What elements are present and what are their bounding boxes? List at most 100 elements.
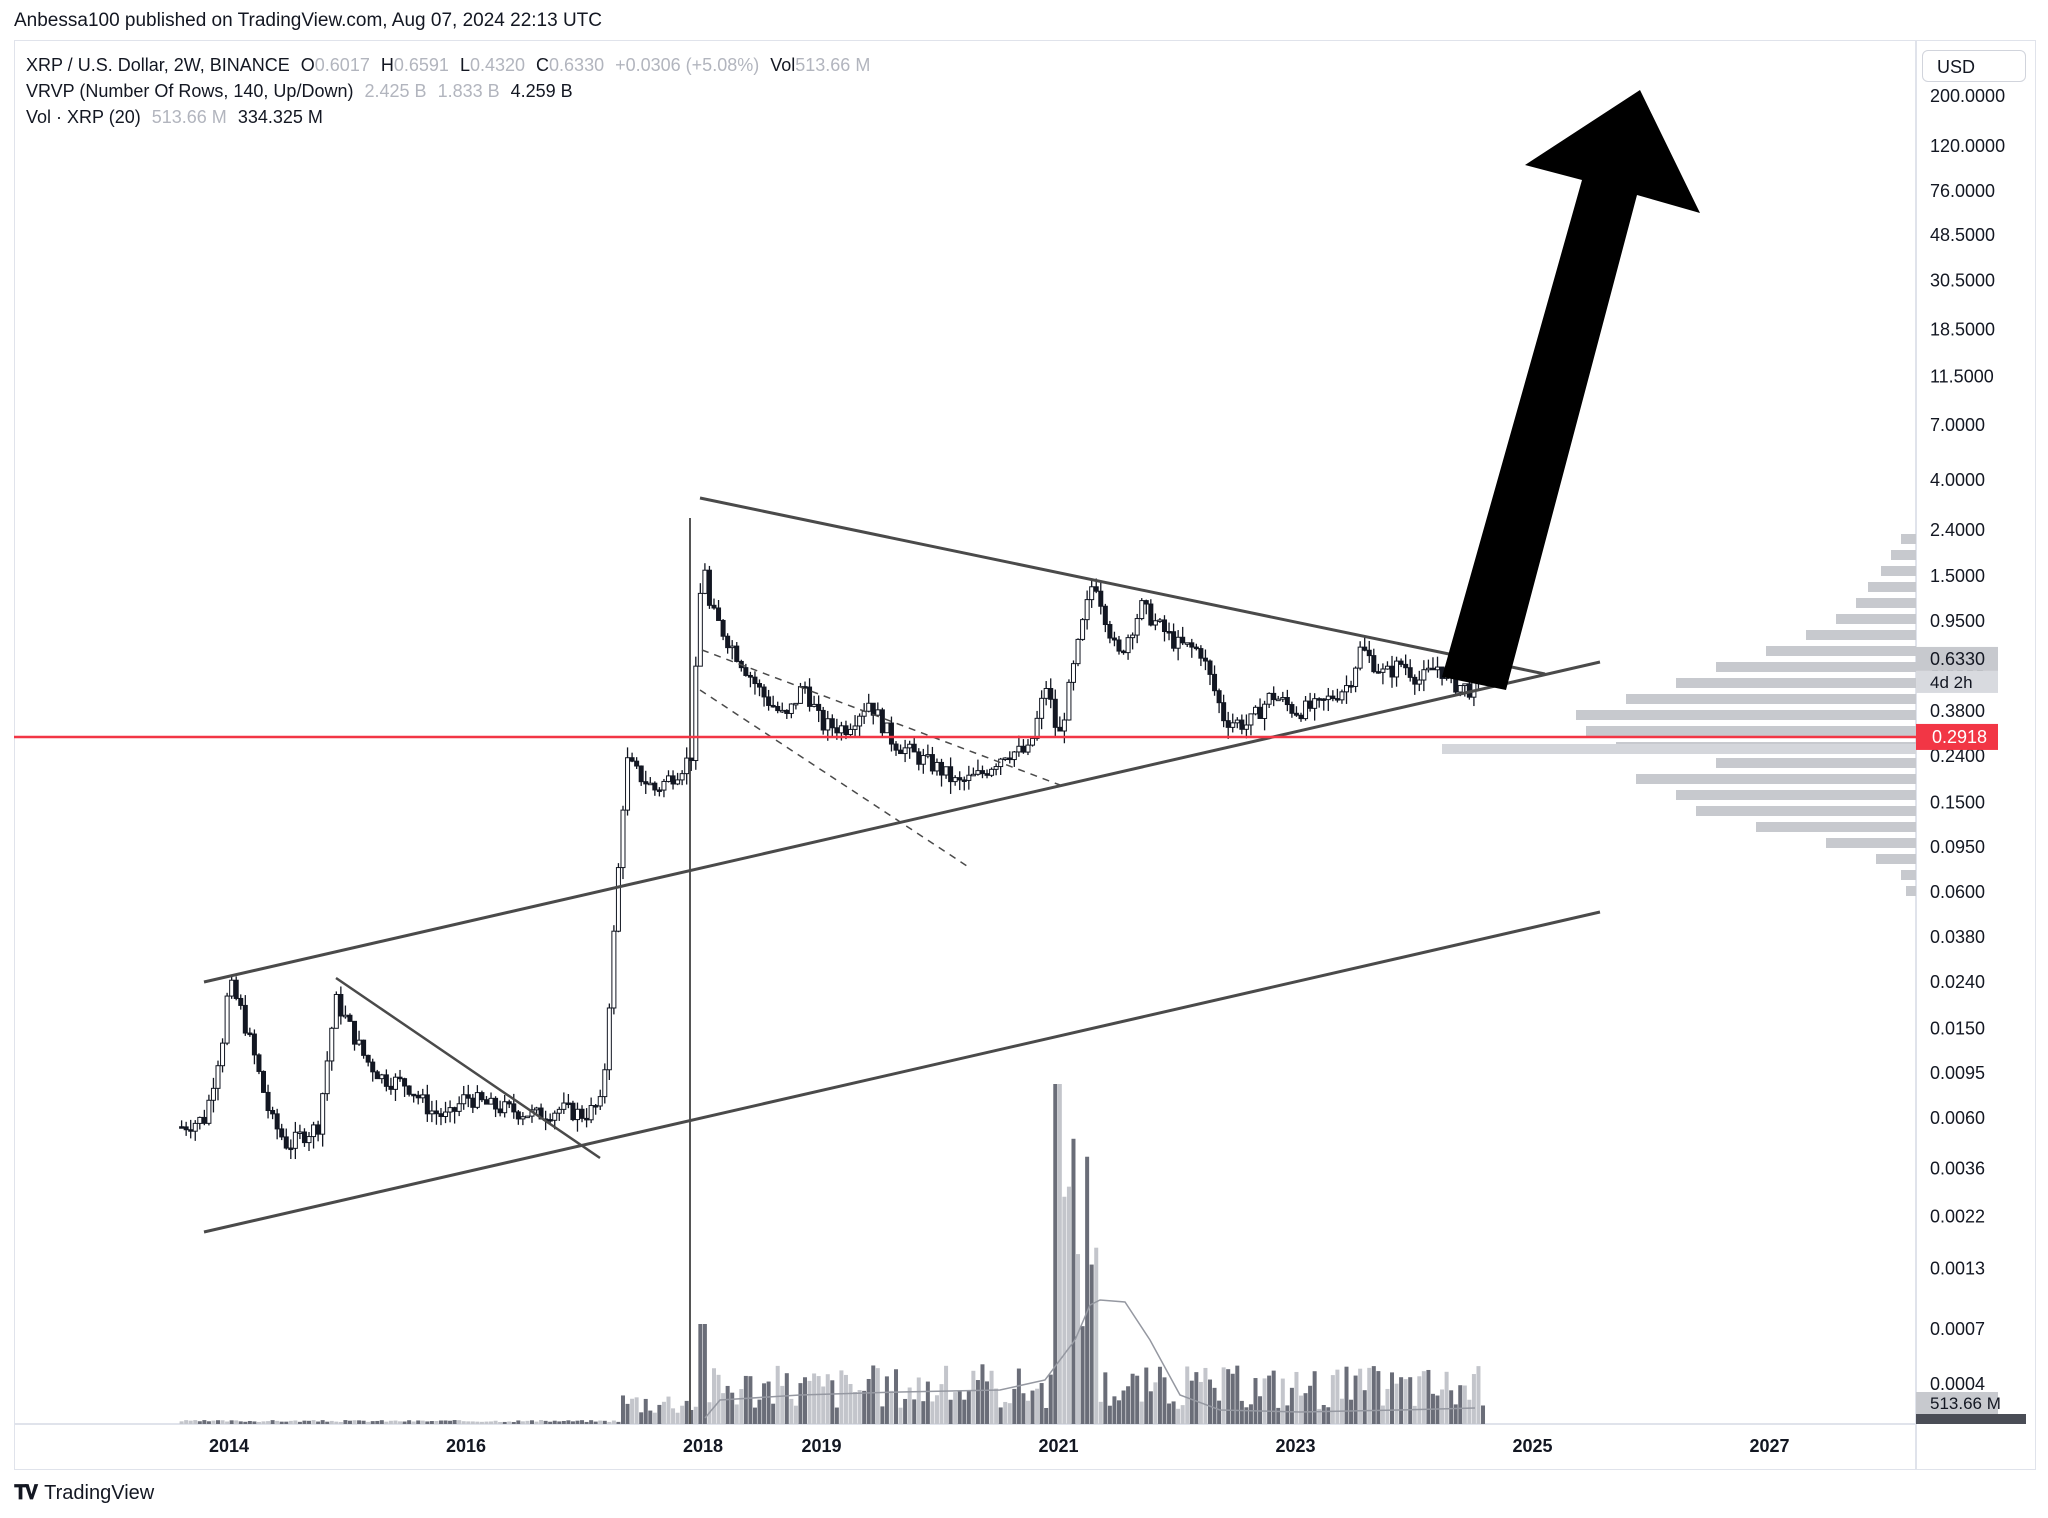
- volume-profile-row: [1716, 758, 1916, 768]
- volume-indicator-value: 513.66 M: [151, 107, 227, 127]
- vrvp-indicator-name[interactable]: VRVP (Number Of Rows, 140, Up/Down): [26, 81, 354, 101]
- volume-legend-row[interactable]: Vol · XRP (20) 513.66 M 334.325 M: [26, 104, 870, 130]
- candle-down: [397, 1076, 403, 1080]
- volume-bar: [1016, 1368, 1021, 1424]
- candle-up: [1125, 637, 1131, 654]
- volume-bar: [261, 1421, 266, 1424]
- volume-bar: [466, 1421, 471, 1424]
- volume-bar: [438, 1420, 443, 1424]
- candle-up: [1243, 724, 1249, 730]
- volume-bar: [288, 1420, 293, 1424]
- candle-down: [716, 607, 722, 621]
- volume-bar: [602, 1420, 607, 1424]
- volume-profile-row: [1676, 790, 1916, 800]
- candle-up: [975, 770, 981, 775]
- symbol-name[interactable]: XRP / U.S. Dollar, 2W, BINANCE: [26, 55, 290, 75]
- volume-bar: [366, 1421, 371, 1424]
- time-tick-label: 2021: [1038, 1436, 1078, 1456]
- candle-up: [447, 1107, 453, 1113]
- volume-ma-value: 334.325 M: [237, 107, 323, 127]
- candle-up: [192, 1122, 198, 1132]
- volume-profile-row: [1881, 566, 1916, 576]
- time-tick-label: 2025: [1512, 1436, 1552, 1456]
- volume-bar: [1481, 1405, 1486, 1424]
- volume-bar: [516, 1420, 521, 1424]
- candle-down: [643, 781, 649, 785]
- candle-down: [383, 1074, 389, 1087]
- candle-up: [1230, 722, 1236, 728]
- volume-bar: [443, 1420, 448, 1424]
- vrvp-legend-row[interactable]: VRVP (Number Of Rows, 140, Up/Down) 2.42…: [26, 78, 870, 104]
- symbol-legend-row[interactable]: XRP / U.S. Dollar, 2W, BINANCE O0.6017 H…: [26, 52, 870, 78]
- triangle-upper-line: [699, 496, 1546, 676]
- volume-bar: [566, 1420, 571, 1424]
- volume-bar: [1217, 1400, 1222, 1424]
- tradingview-logo-icon: 𝐓𝐕: [14, 1482, 38, 1504]
- volume-bar: [871, 1365, 876, 1424]
- volume-bar: [1139, 1401, 1144, 1424]
- volume-bar: [1094, 1247, 1099, 1424]
- volume-bar: [1303, 1393, 1308, 1424]
- volume-bar: [402, 1421, 407, 1424]
- price-tick-label: 0.0150: [1930, 1018, 1985, 1038]
- chart-pane[interactable]: [14, 40, 2036, 1470]
- volume-bar: [270, 1420, 275, 1424]
- volume-bar: [1203, 1367, 1208, 1424]
- volume-bar: [734, 1404, 739, 1424]
- volume-bar: [975, 1380, 980, 1424]
- volume-bar: [575, 1420, 580, 1424]
- volume-bar: [784, 1373, 789, 1424]
- volume-bar: [220, 1420, 225, 1424]
- candle-up: [620, 809, 626, 869]
- candle-down: [757, 683, 763, 688]
- volume-bar: [320, 1420, 325, 1424]
- volume-bar: [347, 1420, 352, 1424]
- candle-down: [820, 709, 826, 731]
- candle-up: [1175, 636, 1181, 649]
- candle-up: [1061, 719, 1067, 732]
- volume-bar: [657, 1404, 662, 1424]
- channel-lower-line: [203, 910, 1601, 1234]
- volume-bar: [1003, 1401, 1008, 1424]
- tradingview-brand[interactable]: 𝐓𝐕 TradingView: [14, 1482, 154, 1505]
- price-tick-label: 0.0036: [1930, 1158, 1985, 1178]
- candle-down: [1348, 685, 1354, 688]
- candle-up: [966, 774, 972, 781]
- candle-down: [629, 757, 635, 762]
- candle-down: [1430, 667, 1436, 671]
- candle-up: [556, 1108, 562, 1114]
- volume-bar: [1449, 1390, 1454, 1424]
- volume-bar: [1308, 1385, 1313, 1424]
- volume-bar: [1057, 1084, 1062, 1424]
- volume-bar: [357, 1420, 362, 1424]
- volume-bar: [206, 1421, 211, 1424]
- volume-bar: [1144, 1367, 1149, 1424]
- volume-indicator-name[interactable]: Vol · XRP (20): [26, 107, 141, 127]
- currency-button[interactable]: USD: [1922, 50, 2026, 82]
- candle-up: [342, 1014, 348, 1018]
- volume-bar: [343, 1420, 348, 1424]
- candle-down: [242, 1004, 248, 1034]
- volume-bar: [994, 1388, 999, 1424]
- volume-profile-row: [1442, 744, 1916, 754]
- candle-down: [688, 757, 694, 762]
- candle-up: [429, 1110, 435, 1115]
- candle-up: [1252, 706, 1258, 715]
- volume-bar: [598, 1420, 603, 1424]
- candle-down: [766, 696, 772, 706]
- time-axis[interactable]: 2014 2016 2018 2019 2021 2023 2025 2027: [209, 1436, 1790, 1456]
- candle-up: [297, 1131, 303, 1134]
- volume-bar: [407, 1420, 412, 1424]
- volume-profile-row: [1626, 694, 1916, 704]
- candle-up: [684, 757, 690, 775]
- volume-bar: [1153, 1382, 1158, 1424]
- candle-up: [611, 930, 617, 1009]
- candle-down: [233, 979, 239, 999]
- candle-down: [411, 1093, 417, 1097]
- candle-down: [1284, 697, 1290, 706]
- volume-bar: [1362, 1390, 1367, 1424]
- volume-bar: [457, 1420, 462, 1424]
- price-tick-label: 18.5000: [1930, 320, 1995, 340]
- volume-bar: [539, 1420, 544, 1424]
